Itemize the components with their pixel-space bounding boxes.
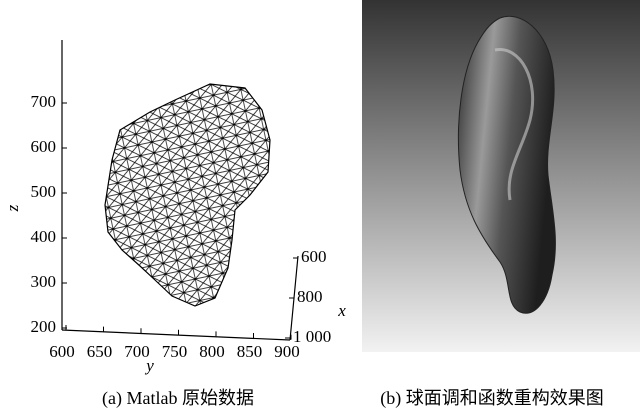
x-axis-label: x	[337, 301, 346, 320]
caption: (b) 球面调和函数重构效果图	[380, 388, 604, 409]
x-tick-label: 600	[301, 247, 327, 266]
x-tick-label: 1 000	[293, 327, 331, 346]
y-tick-label: 650	[87, 342, 113, 361]
z-tick-label: 600	[31, 137, 57, 156]
y-tick-label: 800	[199, 342, 225, 361]
z-axis-label: z	[3, 204, 22, 212]
caption: (a) Matlab 原始数据	[102, 388, 254, 409]
wireframe-mesh	[105, 84, 270, 306]
x-tick-label: 800	[297, 287, 323, 306]
z-tick-label: 700	[31, 92, 57, 111]
z-tick-label: 400	[31, 227, 57, 246]
y-axis	[62, 330, 290, 340]
y-tick-label: 850	[237, 342, 263, 361]
z-tick-label: 300	[31, 272, 57, 291]
y-axis-label: y	[144, 356, 154, 375]
z-tick-label: 500	[31, 182, 57, 201]
panel-a	[62, 40, 298, 340]
z-tick-label: 200	[31, 317, 57, 336]
figure: 200300400500600700z600650700750800850900…	[0, 0, 640, 418]
panel-b	[362, 0, 640, 352]
y-tick-label: 750	[162, 342, 188, 361]
page: {"panels": [ {"caption": "(a) Matlab 原始数…	[0, 0, 640, 418]
y-tick-label: 600	[49, 342, 75, 361]
